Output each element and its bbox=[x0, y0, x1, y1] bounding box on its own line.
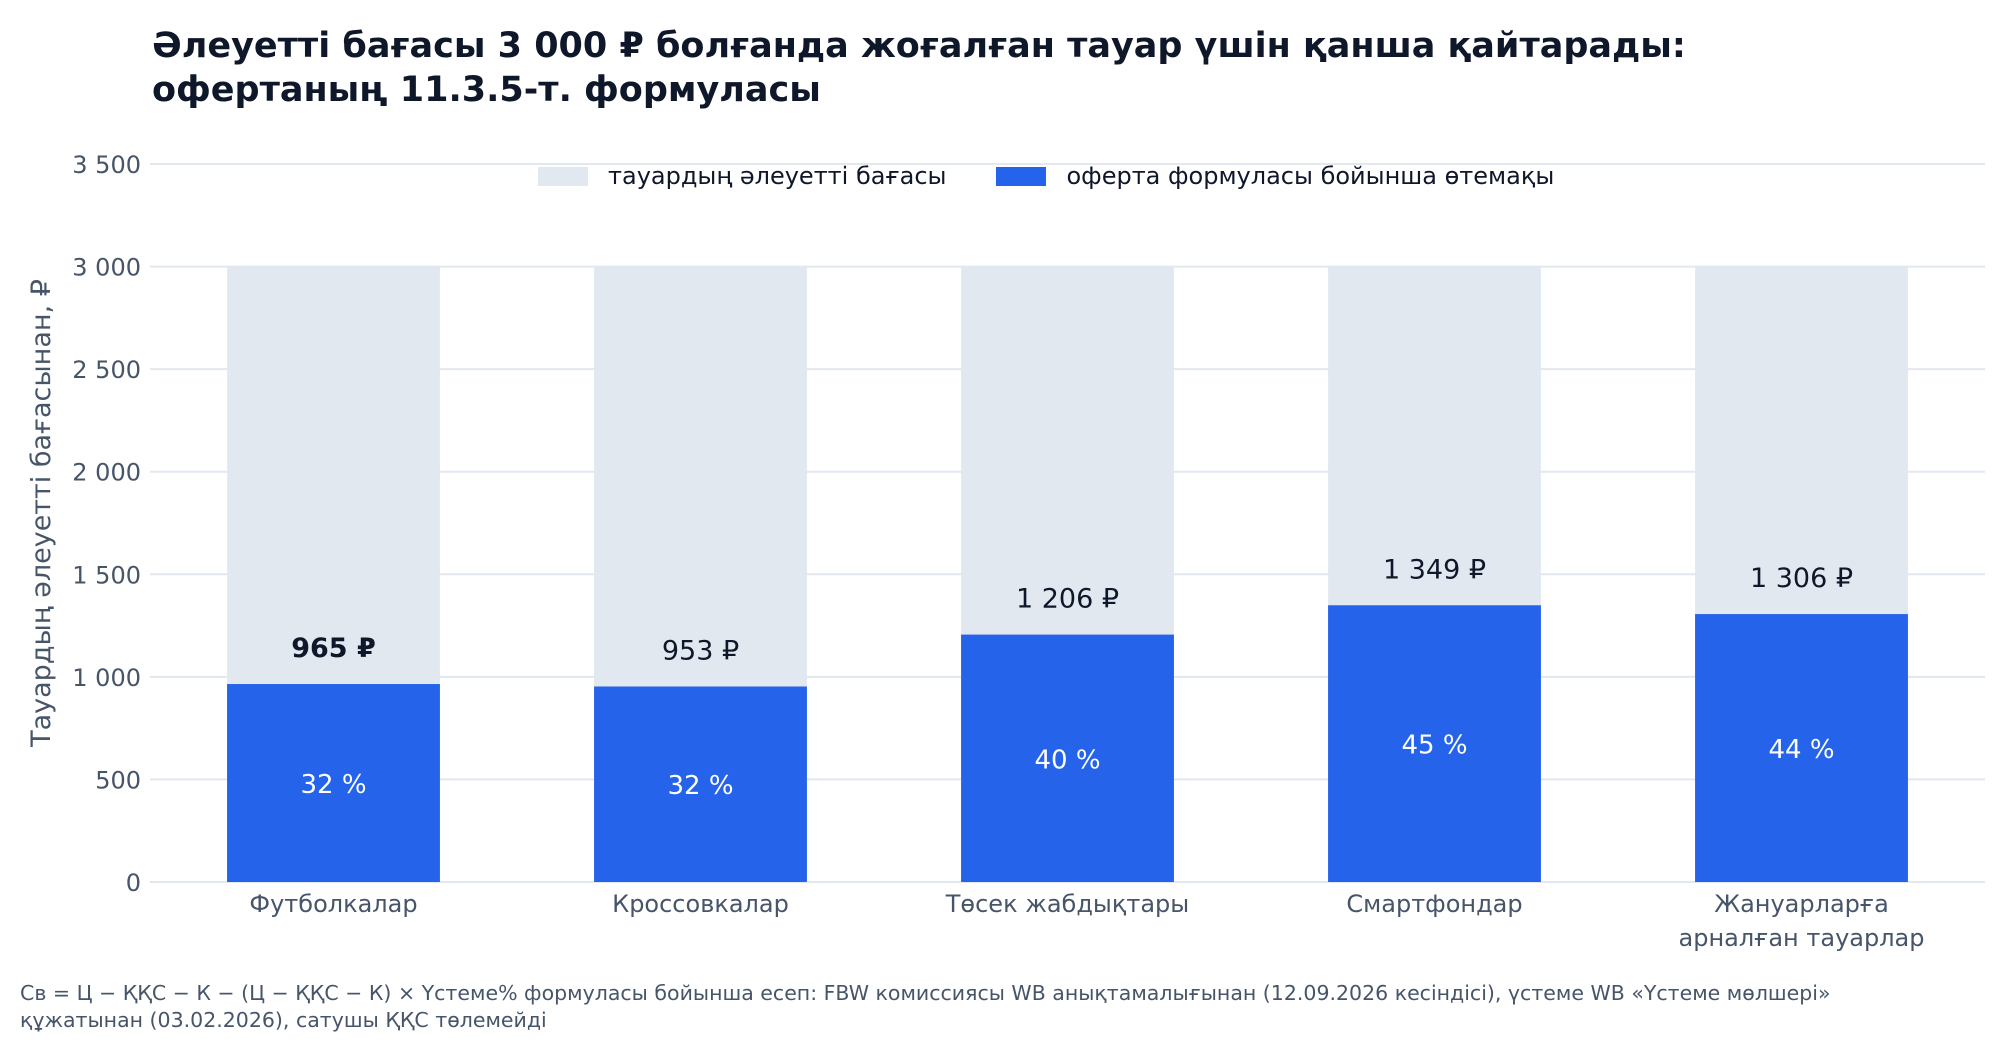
footnote: Св = Ц − ҚҚС − К − (Ц − ҚҚС − К) × Үстем… bbox=[20, 981, 1831, 1032]
y-tick-label: 3 500 bbox=[72, 151, 141, 179]
percent-label: 32 % bbox=[300, 770, 366, 800]
x-tick-label-line: Жануарларға bbox=[1714, 890, 1889, 918]
bar-compensation bbox=[1328, 605, 1541, 882]
x-tick-label: Кроссовкалар bbox=[612, 890, 789, 918]
labels: 0 500 1 000 1 500 2 000 2 500 3 000 3 500 965 ₽ 3… bbox=[72, 151, 1924, 952]
y-tick-label: 3 000 bbox=[72, 254, 141, 282]
y-tick-label: 2 500 bbox=[72, 356, 141, 384]
x-tick-label: Жануарларға арналған тауарлар bbox=[1679, 890, 1925, 952]
percent-label: 45 % bbox=[1401, 731, 1467, 761]
value-label: 965 ₽ bbox=[291, 633, 376, 664]
legend: тауардың әлеуетті бағасы оферта формулас… bbox=[538, 162, 1604, 190]
y-tick-label: 1 000 bbox=[72, 664, 141, 692]
value-label: 1 306 ₽ bbox=[1750, 563, 1853, 594]
chart-title: Әлеуетті бағасы 3 000 ₽ болғанда жоғалға… bbox=[152, 26, 1686, 110]
percent-label: 32 % bbox=[667, 771, 733, 801]
x-tick-label-line: Футболкалар bbox=[249, 890, 417, 918]
legend-label-potential-price: тауардың әлеуетті бағасы bbox=[608, 162, 947, 190]
value-label: 1 349 ₽ bbox=[1383, 554, 1486, 585]
legend-label-compensation: оферта формуласы бойынша өтемақы bbox=[1066, 162, 1555, 190]
y-tick-label: 500 bbox=[95, 766, 141, 794]
percent-label: 40 % bbox=[1034, 745, 1100, 775]
x-tick-label: Футболкалар bbox=[249, 890, 417, 918]
y-tick-label: 0 bbox=[126, 869, 141, 897]
bar-compensation bbox=[594, 686, 807, 882]
y-tick-label: 1 500 bbox=[72, 561, 141, 589]
bar-compensation bbox=[1695, 614, 1908, 882]
value-label: 953 ₽ bbox=[662, 635, 739, 666]
bar-compensation bbox=[961, 634, 1174, 882]
value-label: 1 206 ₽ bbox=[1016, 584, 1119, 615]
x-tick-label-line: арналған тауарлар bbox=[1679, 924, 1925, 952]
x-tick-label: Төсек жабдықтары bbox=[945, 890, 1189, 918]
legend-swatch-potential-price bbox=[538, 166, 588, 186]
x-tick-label-line: Кроссовкалар bbox=[612, 890, 789, 918]
x-tick-label-line: Төсек жабдықтары bbox=[945, 890, 1189, 918]
legend-item-potential-price: тауардың әлеуетті бағасы bbox=[538, 162, 946, 190]
legend-swatch-compensation bbox=[996, 166, 1047, 186]
bar-compensation bbox=[227, 684, 440, 882]
y-tick-label: 2 000 bbox=[72, 459, 141, 487]
bars bbox=[227, 266, 1908, 883]
x-tick-label-line: Смартфондар bbox=[1346, 890, 1522, 918]
x-tick-label: Смартфондар bbox=[1346, 890, 1522, 918]
y-axis-title: Тауардың әлеуетті бағасынан, ₽ bbox=[26, 279, 57, 748]
legend-item-compensation: оферта формуласы бойынша өтемақы bbox=[996, 162, 1554, 190]
percent-label: 44 % bbox=[1768, 735, 1834, 765]
